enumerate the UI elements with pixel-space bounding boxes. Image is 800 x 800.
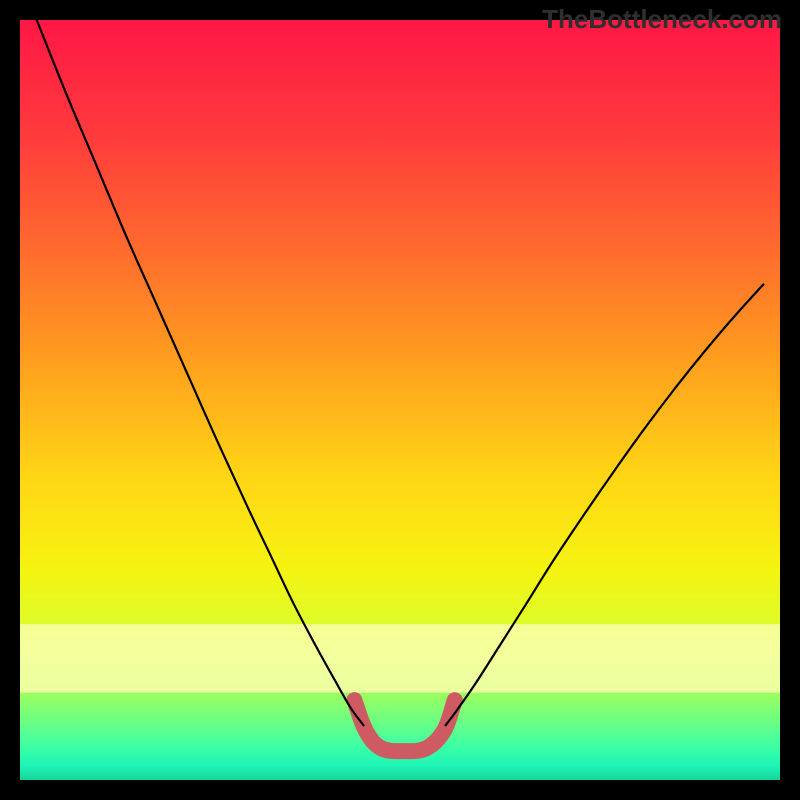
yellow-band bbox=[20, 624, 780, 692]
chart-frame: TheBottleneck.com bbox=[0, 0, 800, 800]
watermark-label: TheBottleneck.com bbox=[542, 4, 782, 35]
chart-svg bbox=[0, 0, 800, 800]
